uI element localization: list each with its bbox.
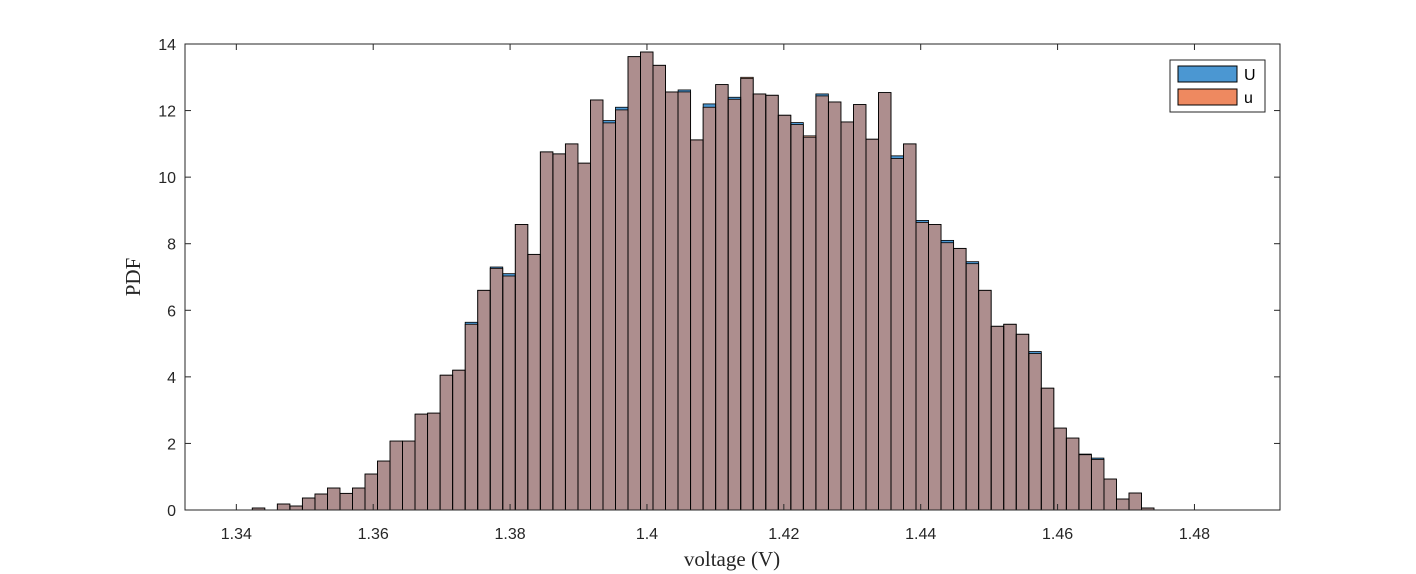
bar-u	[427, 413, 441, 510]
bar-u	[415, 414, 428, 510]
bar-u	[1016, 334, 1029, 510]
bar-u	[916, 222, 929, 510]
bar-u	[1066, 438, 1079, 510]
x-axis-title: voltage (V)	[684, 547, 780, 571]
bar-u	[364, 474, 378, 510]
bar-u	[765, 95, 779, 510]
bar-u	[1141, 508, 1155, 510]
bar-u	[803, 135, 816, 510]
bar-u	[840, 121, 854, 510]
bar-u	[678, 91, 691, 510]
bar-u	[966, 263, 979, 510]
bar-u	[552, 153, 566, 511]
bar-u	[540, 151, 553, 511]
bar-u	[314, 494, 328, 510]
bar-u	[1053, 428, 1067, 510]
bar-u	[665, 91, 679, 510]
bar-u	[1078, 454, 1092, 510]
y-tick-label: 2	[167, 436, 176, 453]
legend: U u	[1169, 59, 1266, 113]
legend-swatch-U	[1177, 65, 1238, 83]
y-tick-label: 8	[167, 237, 176, 254]
bar-u	[565, 143, 578, 510]
x-tick-label: 1.36	[358, 526, 389, 543]
axes-box	[184, 43, 1281, 511]
bar-u	[277, 504, 290, 510]
bar-u	[903, 143, 917, 510]
bar-u	[1116, 499, 1129, 510]
bar-u	[978, 290, 992, 510]
bar-u	[390, 441, 403, 510]
bar-u	[402, 441, 416, 510]
bar-u	[1091, 459, 1104, 510]
bar-u	[527, 254, 541, 510]
bar-u	[653, 65, 666, 510]
x-tick-label: 1.42	[768, 526, 799, 543]
bar-u	[1028, 353, 1042, 510]
y-tick-label: 14	[158, 37, 176, 54]
bar-u	[815, 95, 829, 510]
bar-u	[715, 84, 729, 510]
x-tick-label: 1.48	[1179, 526, 1210, 543]
bar-u	[740, 77, 754, 511]
y-tick-label: 4	[167, 370, 176, 387]
bar-u	[690, 139, 704, 510]
bar-u	[440, 375, 453, 510]
bar-u	[577, 163, 591, 511]
x-axis: 1.34 1.36 1.38 1.4 1.42 1.44 1.46 1.48	[221, 44, 1210, 543]
x-tick-label: 1.44	[905, 526, 936, 543]
legend-label-u: u	[1244, 90, 1253, 107]
bar-u	[878, 92, 892, 511]
bar-u	[941, 242, 954, 511]
bar-u	[853, 104, 866, 510]
x-tick-label: 1.4	[636, 526, 658, 543]
bar-u	[490, 268, 503, 510]
bar-u	[778, 115, 791, 510]
x-tick-label: 1.34	[221, 526, 252, 543]
legend-label-U: U	[1244, 67, 1256, 84]
bar-u	[302, 498, 315, 510]
bar-u	[865, 139, 879, 510]
bar-u	[339, 493, 353, 510]
y-axis-title: PDF	[121, 258, 145, 297]
bar-u	[928, 224, 942, 510]
series-u-bars	[252, 51, 1155, 511]
bar-u	[1128, 493, 1142, 510]
bar-u	[515, 224, 528, 510]
bar-u	[252, 508, 265, 510]
bar-u	[627, 56, 641, 511]
bar-u	[602, 122, 616, 510]
y-tick-label: 0	[167, 503, 176, 520]
bar-u	[1041, 388, 1054, 510]
bar-u	[991, 326, 1004, 510]
bar-u	[352, 488, 365, 510]
bar-u	[891, 158, 904, 510]
bar-u	[327, 488, 340, 510]
bar-u	[502, 276, 516, 510]
x-tick-label: 1.38	[495, 526, 526, 543]
bar-u	[640, 51, 654, 510]
bar-u	[828, 101, 841, 510]
bar-u	[615, 109, 628, 511]
bar-u	[590, 99, 603, 511]
bar-u	[289, 506, 303, 510]
bar-u	[377, 461, 391, 510]
bar-u	[753, 93, 766, 510]
bar-u	[465, 324, 478, 510]
x-tick-label: 1.46	[1042, 526, 1073, 543]
y-tick-label: 6	[167, 303, 176, 320]
bar-u	[1003, 324, 1017, 510]
bar-u	[728, 99, 741, 511]
y-tick-label: 12	[158, 104, 176, 121]
bar-u	[1103, 479, 1117, 510]
bar-u	[953, 248, 967, 511]
bar-u	[790, 124, 804, 511]
legend-swatch-u	[1177, 88, 1238, 106]
bar-u	[703, 107, 716, 510]
y-axis: 0 2 4 6 8 10 12 14	[158, 37, 1280, 520]
bar-u	[477, 290, 491, 510]
y-tick-label: 10	[158, 170, 176, 187]
bar-u	[452, 370, 466, 510]
